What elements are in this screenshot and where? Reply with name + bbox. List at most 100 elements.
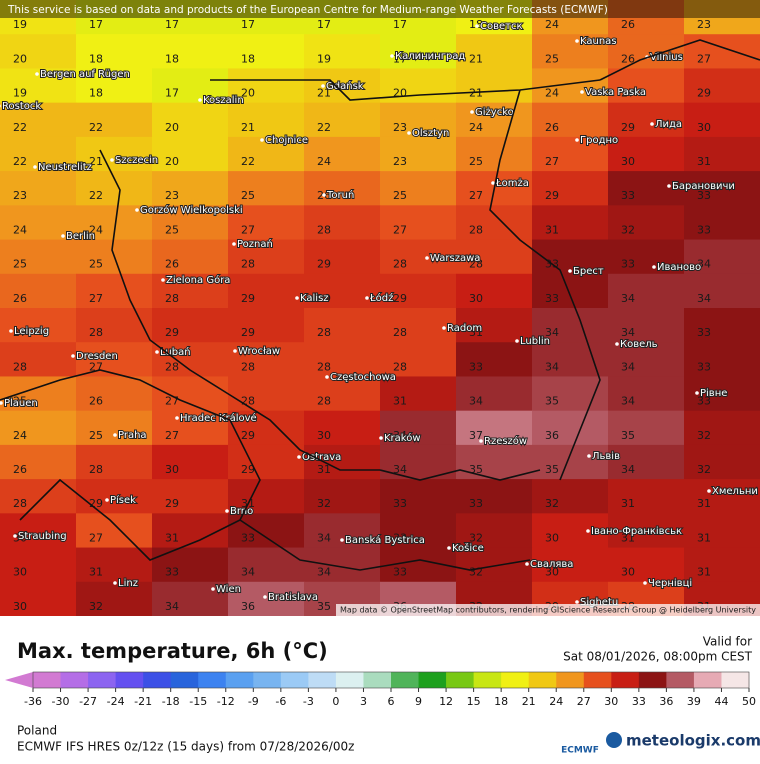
temperature-value: 31 xyxy=(697,155,711,168)
temperature-value: 34 xyxy=(393,463,407,476)
temperature-cell xyxy=(304,171,381,206)
temperature-value: 25 xyxy=(469,155,483,168)
temperature-value: 23 xyxy=(165,189,179,202)
temperature-value: 34 xyxy=(621,395,635,408)
temperature-cell xyxy=(0,273,77,309)
temperature-cell xyxy=(456,136,533,172)
city-dot xyxy=(175,416,179,420)
city-label: Brno xyxy=(230,506,253,517)
temperature-value: 17 xyxy=(317,18,331,31)
city-label: Písek xyxy=(110,494,136,506)
temperature-value: 33 xyxy=(697,360,711,373)
city-label: Giżycko xyxy=(475,107,514,118)
temperature-cell xyxy=(304,273,381,309)
temperature-value: 25 xyxy=(13,258,27,271)
temperature-cell xyxy=(152,410,229,446)
city-label: Bratislava xyxy=(268,592,318,603)
temperature-value: 29 xyxy=(241,292,255,305)
temperature-cell xyxy=(684,34,760,69)
temperature-value: 27 xyxy=(621,87,635,100)
temperature-cell xyxy=(380,68,457,104)
temperature-cell xyxy=(380,0,457,35)
temperature-value: 17 xyxy=(165,18,179,31)
temperature-cell xyxy=(304,68,381,104)
temperature-value: 32 xyxy=(621,223,635,236)
temperature-value: 27 xyxy=(89,531,103,544)
city-dot xyxy=(325,375,329,379)
city-dot xyxy=(110,158,114,162)
city-label: Gorzów Wielkopolski xyxy=(140,204,243,216)
temperature-cell xyxy=(684,0,760,35)
temperature-cell xyxy=(152,34,229,69)
temperature-cell xyxy=(456,342,533,377)
temperature-value: 22 xyxy=(241,155,255,168)
temperature-value: 29 xyxy=(317,258,331,271)
temperature-value: 22 xyxy=(89,121,103,134)
temperature-value: 19 xyxy=(317,52,331,65)
temperature-value: 29 xyxy=(697,87,711,100)
colorbar-label: -15 xyxy=(189,695,207,708)
temperature-cell xyxy=(0,376,77,412)
temperature-cell xyxy=(380,171,457,206)
city-dot xyxy=(260,138,264,142)
city-dot xyxy=(447,546,451,550)
temperature-cell xyxy=(380,239,457,275)
colorbar-segment xyxy=(88,672,117,688)
city-dot xyxy=(198,98,202,102)
city-label: Рівне xyxy=(700,387,727,399)
temperature-value: 20 xyxy=(393,87,407,100)
temperature-value: 26 xyxy=(621,18,635,31)
temperature-value: 33 xyxy=(165,566,179,579)
city-dot xyxy=(161,278,165,282)
temperature-value: 27 xyxy=(89,292,103,305)
city-label: Хмельни xyxy=(712,486,758,497)
city-dot xyxy=(425,256,429,260)
temperature-value: 30 xyxy=(469,292,483,305)
temperature-value: 18 xyxy=(165,52,179,65)
temperature-cell xyxy=(380,102,457,138)
temperature-cell xyxy=(684,273,760,309)
temperature-value: 29 xyxy=(165,326,179,339)
temperature-value: 32 xyxy=(697,429,711,442)
temperature-value: 24 xyxy=(545,87,559,100)
temperature-value: 27 xyxy=(545,155,559,168)
temperature-value: 24 xyxy=(13,429,27,442)
temperature-cell xyxy=(228,239,305,275)
city-label: Łódź xyxy=(369,292,393,304)
temperature-cell xyxy=(684,68,760,104)
city-label: Ostrava xyxy=(302,452,341,463)
city-label: Kaunas xyxy=(580,36,617,47)
temperature-value: 21 xyxy=(317,87,331,100)
temperature-value: 33 xyxy=(545,292,559,305)
temperature-cell xyxy=(532,34,609,69)
temperature-cell xyxy=(228,479,305,514)
temperature-cell xyxy=(608,102,685,138)
colorbar-segment xyxy=(638,672,667,688)
colorbar-segment xyxy=(721,672,750,688)
city-dot xyxy=(71,354,75,358)
temperature-cell xyxy=(152,239,229,275)
temperature-value: 34 xyxy=(317,531,331,544)
colorbar-label: 3 xyxy=(360,695,367,708)
temperature-cell xyxy=(532,308,609,343)
colorbar-label: 15 xyxy=(467,695,481,708)
temperature-value: 26 xyxy=(545,121,559,134)
temperature-value: 21 xyxy=(469,52,483,65)
temperature-value: 24 xyxy=(13,223,27,236)
temperature-cell xyxy=(608,0,685,35)
temperature-cell xyxy=(152,308,229,343)
temperature-cell xyxy=(76,308,153,343)
temperature-cell xyxy=(0,342,77,377)
colorbar-label: 12 xyxy=(439,695,453,708)
temperature-value: 27 xyxy=(241,223,255,236)
temperature-value: 33 xyxy=(469,360,483,373)
temperature-value: 18 xyxy=(89,87,103,100)
temperature-value: 31 xyxy=(469,326,483,339)
temperature-cell xyxy=(456,547,533,583)
colorbar-segment xyxy=(363,672,392,688)
temperature-value: 34 xyxy=(545,326,559,339)
borders xyxy=(0,39,760,571)
temperature-cell xyxy=(608,547,685,583)
colorbar-segment xyxy=(225,672,254,688)
temperature-cell xyxy=(228,581,305,617)
